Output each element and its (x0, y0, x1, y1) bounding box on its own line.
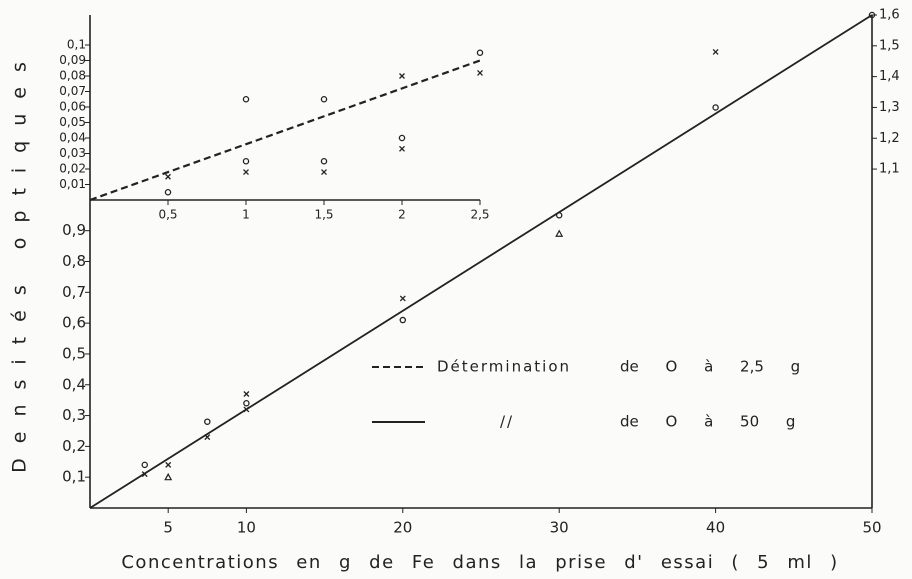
legend-detail: de O à 50 g (620, 413, 795, 431)
point (243, 391, 250, 397)
y2-tick-label: 1,3 (879, 100, 900, 115)
point (243, 406, 250, 413)
x-tick-label: 50 (862, 519, 881, 537)
point (320, 96, 328, 103)
legend-label: Détermination (437, 358, 571, 376)
y-tick-label: 0,06 (59, 100, 86, 114)
y2-tick-label: 1,4 (879, 69, 900, 84)
fit-line (89, 59, 481, 202)
point (477, 69, 483, 76)
x-tick-label: 1 (242, 208, 250, 222)
point (204, 418, 211, 425)
y-tick-label: 0,1 (67, 38, 86, 52)
point (204, 434, 211, 441)
y-tick-label: 0,3 (62, 406, 86, 424)
x-tick-label: 40 (706, 519, 725, 537)
x-tick-label: 30 (550, 519, 569, 537)
y2-tick-label: 1,1 (879, 162, 900, 177)
point (321, 169, 327, 176)
point (243, 169, 249, 176)
point (165, 173, 171, 180)
point (399, 316, 407, 324)
y-tick-label: 0,08 (59, 69, 86, 83)
y-tick-label: 0,7 (62, 283, 86, 301)
point (399, 145, 405, 152)
point (712, 49, 719, 55)
point (242, 96, 250, 103)
y-tick-label: 0,8 (62, 252, 86, 270)
x-tick-label: 1,5 (314, 208, 333, 222)
point (141, 471, 148, 478)
y-tick-label: 0,05 (59, 115, 86, 129)
point (164, 188, 172, 196)
point (164, 472, 173, 481)
fit-line (89, 14, 873, 509)
y-axis-label: Densités optiques (9, 47, 31, 473)
y-tick-label: 0,6 (62, 314, 86, 332)
y-tick-label: 0,02 (59, 162, 86, 176)
point (712, 104, 719, 111)
point (243, 399, 250, 407)
y-tick-label: 0,5 (62, 344, 86, 362)
x-tick-label: 20 (393, 519, 412, 537)
point (555, 212, 563, 219)
point (398, 134, 406, 142)
point (242, 157, 250, 165)
y-tick-label: 0,9 (62, 221, 86, 239)
x-tick-label: 0,5 (158, 208, 177, 222)
y-tick-label: 0,1 (62, 468, 86, 486)
point (141, 461, 148, 469)
point (399, 295, 406, 302)
x-tick-label: 2,5 (470, 208, 489, 222)
y2-tick-label: 1,6 (879, 8, 900, 23)
point (165, 461, 172, 468)
point (399, 73, 405, 79)
x-axis-label: Concentrations en g de Fe dans la prise … (121, 552, 838, 573)
point (868, 11, 876, 19)
point (555, 229, 564, 237)
x-tick-label: 2 (398, 208, 406, 222)
y-tick-label: 0,2 (62, 437, 86, 455)
legend-label: // (500, 413, 514, 431)
y-tick-label: 0,4 (62, 375, 86, 393)
y-tick-label: 0,03 (59, 146, 86, 160)
x-tick-label: 10 (237, 519, 256, 537)
y-tick-label: 0,01 (59, 177, 86, 191)
point (476, 49, 484, 57)
x-tick-label: 5 (163, 519, 173, 537)
y2-tick-label: 1,5 (879, 38, 900, 53)
y2-tick-label: 1,2 (879, 131, 900, 146)
point (320, 157, 328, 165)
y-tick-label: 0,07 (59, 84, 86, 98)
legend-detail: de O à 2,5 g (620, 358, 800, 376)
y-tick-label: 0,09 (59, 53, 86, 67)
y-tick-label: 0,04 (59, 131, 86, 145)
